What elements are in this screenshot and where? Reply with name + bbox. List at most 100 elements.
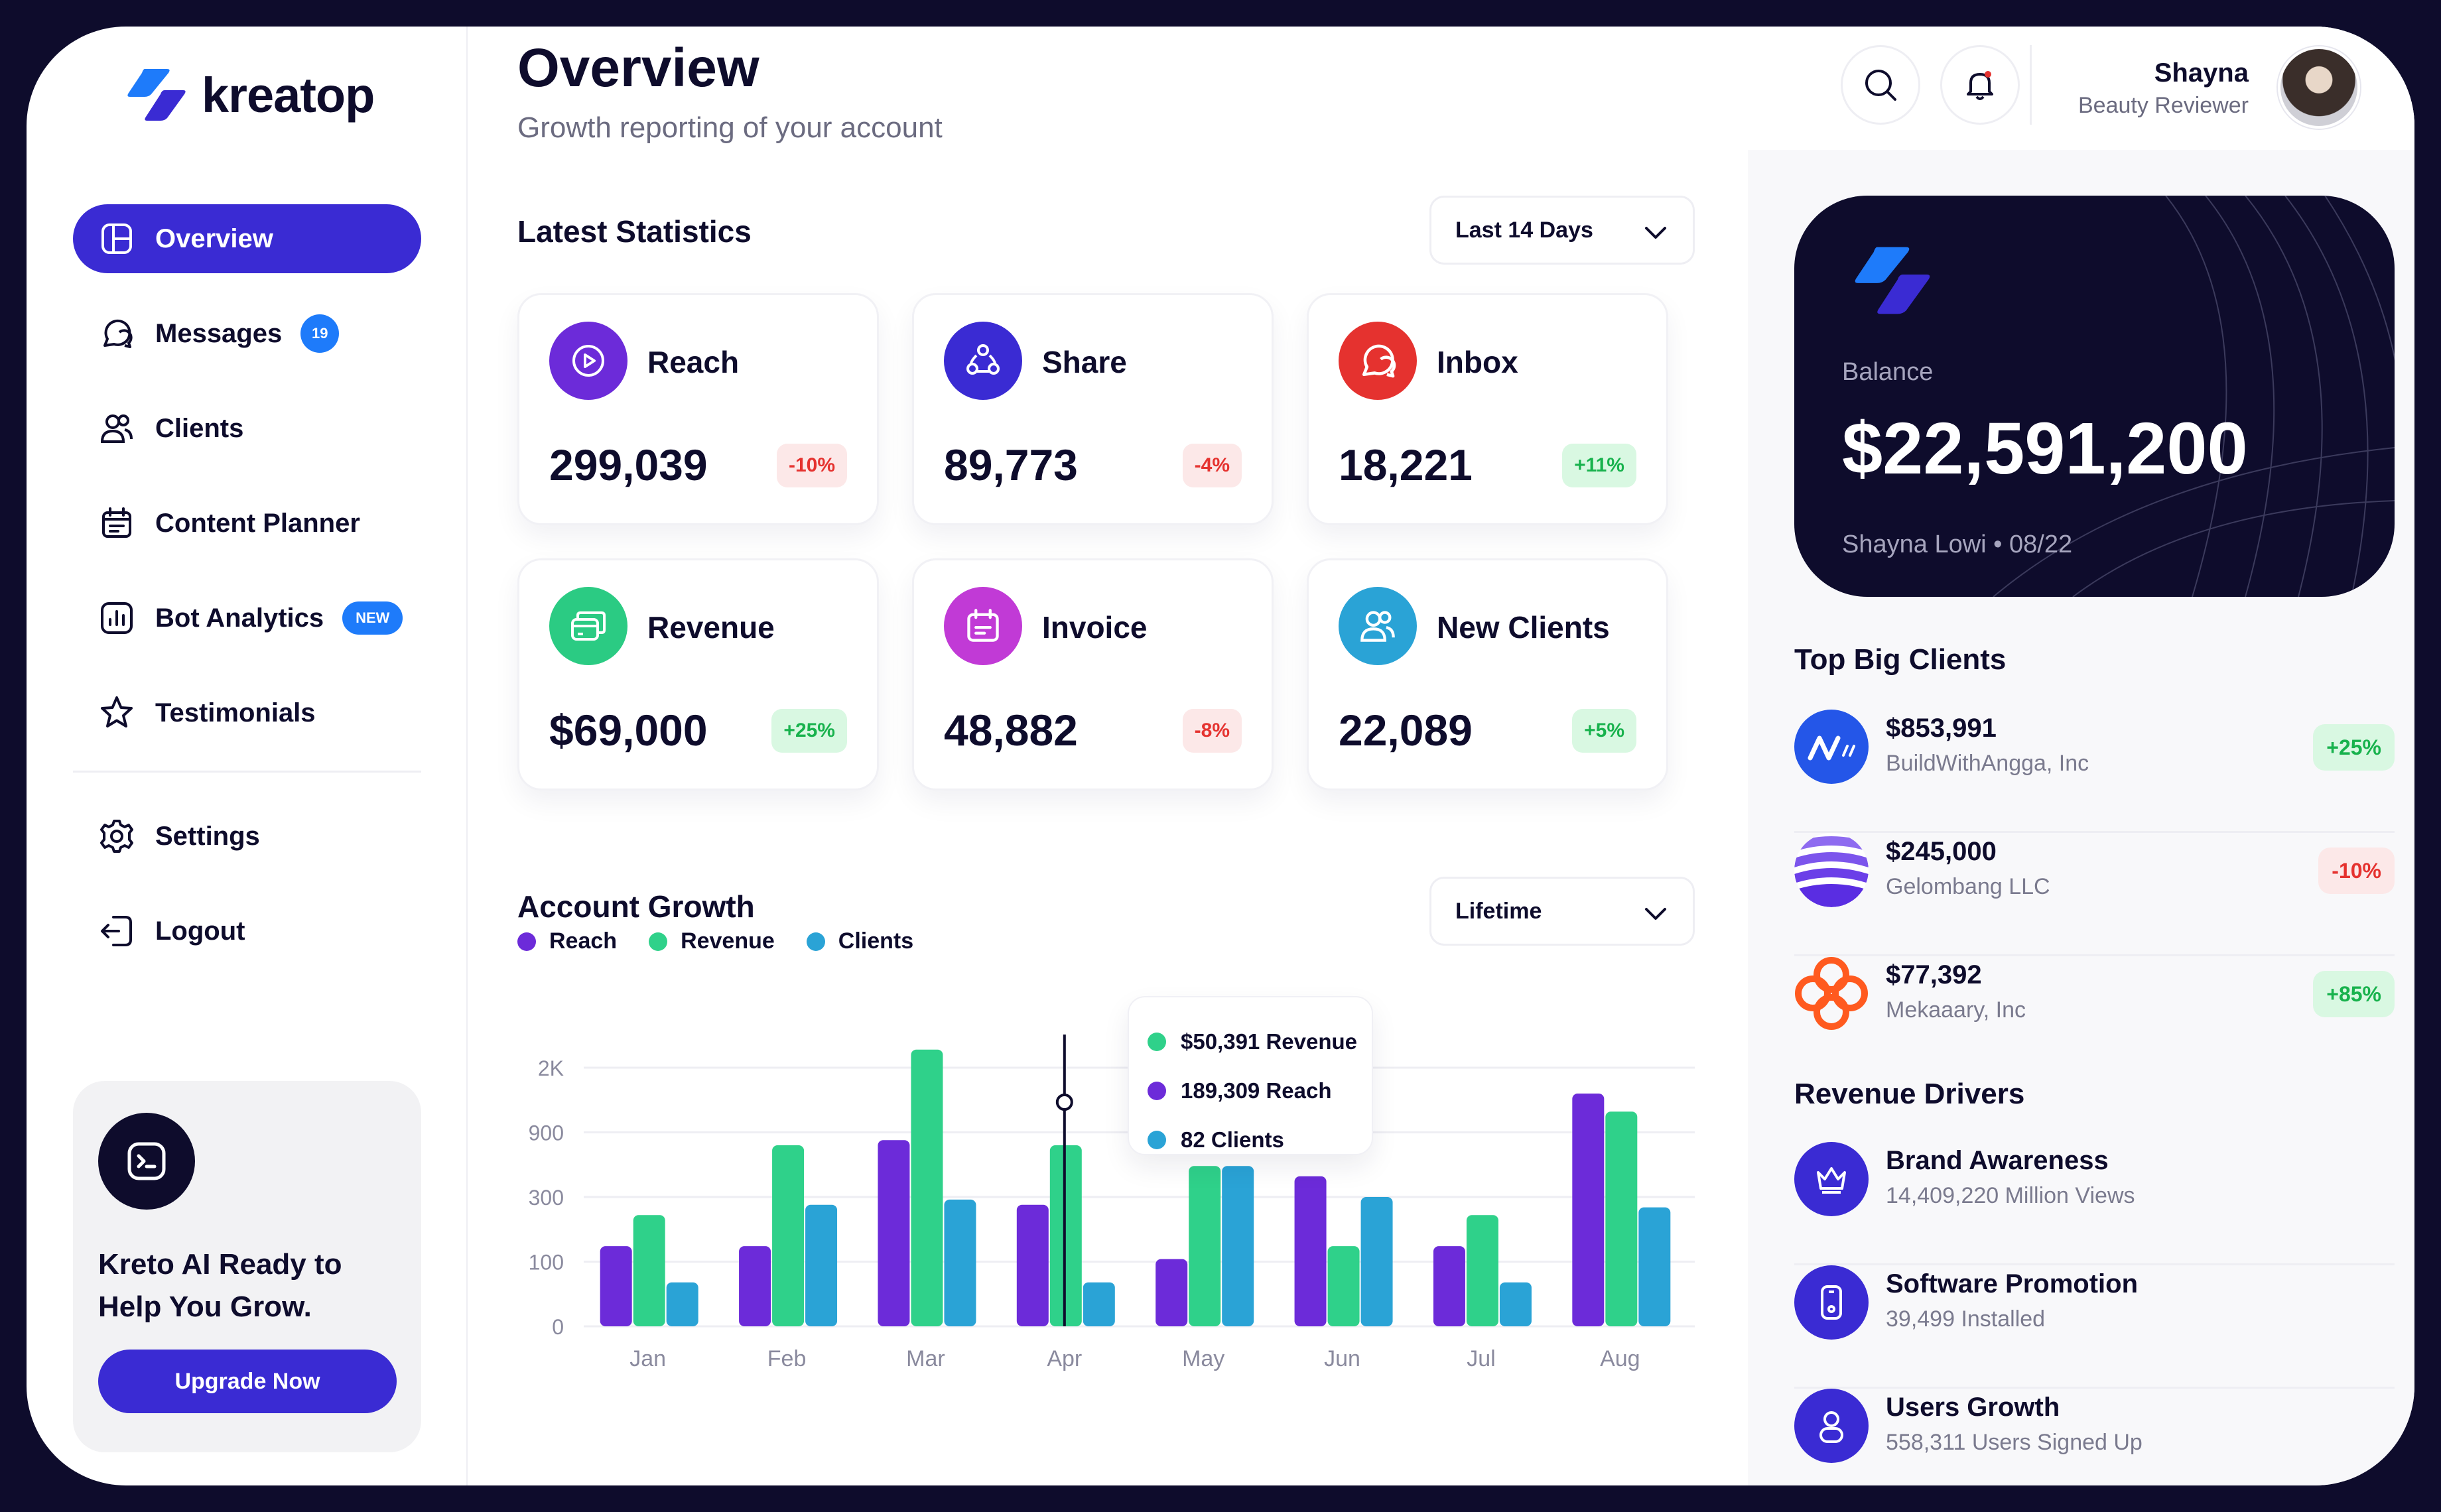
dropdown-value: Last 14 Days [1455, 217, 1593, 243]
driver-row[interactable]: Users Growth 558,311 Users Signed Up [1794, 1389, 2395, 1485]
x-tick-label: Jan [629, 1346, 666, 1371]
tooltip-dot [1148, 1082, 1166, 1100]
sidebar-item-label: Testimonials [155, 698, 316, 727]
balance-label: Balance [1842, 358, 1934, 386]
chat-icon [1339, 322, 1417, 400]
bar-clients [666, 1282, 698, 1326]
bar-revenue [633, 1215, 665, 1326]
phone-icon [1794, 1265, 1869, 1340]
avatar[interactable] [2278, 46, 2360, 129]
client-amount: $853,991 [1886, 714, 1997, 743]
sidebar-item-testimonials[interactable]: Testimonials [73, 678, 421, 747]
balance-card: Balance $22,591,200 Shayna Lowi • 08/22 [1794, 196, 2395, 597]
client-row[interactable]: $77,392 Mekaaary, Inc +85% [1794, 956, 2395, 1080]
upgrade-now-button[interactable]: Upgrade Now [98, 1350, 397, 1413]
new-badge: NEW [342, 601, 403, 635]
y-tick-label: 900 [529, 1121, 564, 1145]
client-change-badge: +25% [2313, 724, 2395, 771]
bar-revenue [772, 1145, 805, 1326]
user-icon [1794, 1389, 1869, 1463]
flower-logo-icon [1794, 956, 1869, 1031]
chevron-down-icon [1645, 227, 1666, 239]
notifications-button[interactable] [1940, 45, 2020, 125]
driver-row[interactable]: Brand Awareness 14,409,220 Million Views [1794, 1142, 2395, 1265]
search-button[interactable] [1841, 45, 1920, 125]
bar-reach [600, 1246, 632, 1326]
x-tick-label: Mar [906, 1346, 945, 1371]
analytics-icon [98, 599, 135, 637]
page-subtitle: Growth reporting of your account [517, 111, 943, 144]
sidebar-item-bot-analytics[interactable]: Bot Analytics NEW [73, 584, 421, 653]
stat-card-reach[interactable]: Reach 299,039 -10% [517, 293, 879, 525]
row-divider [1794, 1263, 2395, 1265]
stat-value: 89,773 [944, 440, 1078, 489]
stat-card-share[interactable]: Share 89,773 -4% [912, 293, 1274, 525]
stat-title: Invoice [1042, 610, 1148, 645]
legend-label: Revenue [681, 928, 775, 954]
sidebar-item-label: Content Planner [155, 508, 360, 538]
stat-card-new-clients[interactable]: New Clients 22,089 +5% [1307, 558, 1668, 790]
stat-value: 22,089 [1339, 706, 1473, 755]
client-change-badge: -10% [2318, 848, 2395, 894]
stat-change-badge: +11% [1562, 444, 1636, 487]
main-content: Overview Growth reporting of your accoun… [468, 27, 1748, 1485]
bar-revenue [1327, 1246, 1360, 1326]
crown-icon [1794, 1142, 1869, 1216]
client-name: Gelombang LLC [1886, 874, 2050, 899]
client-name: Mekaaary, Inc [1886, 997, 2026, 1023]
bar-revenue [911, 1049, 943, 1326]
wave-logo-icon [1794, 710, 1869, 784]
client-row[interactable]: $245,000 Gelombang LLC -10% [1794, 833, 2395, 956]
stat-value: 48,882 [944, 706, 1078, 755]
promo-title: Kreto AI Ready to Help You Grow. [98, 1248, 342, 1323]
account-growth-chart[interactable]: 2K 900 300 100 0 Jan Feb Mar Apr May Jun Jul Aug [468, 1008, 1748, 1379]
stat-change-badge: +25% [771, 709, 847, 753]
bar-clients [1083, 1282, 1115, 1326]
stat-card-invoice[interactable]: Invoice 48,882 -8% [912, 558, 1274, 790]
bar-revenue [1605, 1111, 1638, 1326]
legend-label: Clients [838, 928, 914, 954]
legend-item-revenue: Revenue [649, 928, 775, 954]
driver-subtitle: 14,409,220 Million Views [1886, 1183, 2135, 1208]
bar-revenue [1189, 1166, 1221, 1326]
sidebar-item-messages[interactable]: Messages 19 [73, 299, 421, 368]
hover-point [1055, 1094, 1073, 1111]
sidebar-item-clients[interactable]: Clients [73, 394, 421, 463]
sidebar-item-settings[interactable]: Settings [73, 802, 421, 871]
client-row[interactable]: $853,991 BuildWithAngga, Inc +25% [1794, 710, 2395, 833]
bar-clients [1499, 1282, 1532, 1326]
legend-label: Reach [549, 928, 618, 954]
gear-icon [98, 818, 135, 855]
sidebar-item-logout[interactable]: Logout [73, 897, 421, 966]
revenue-drivers-title: Revenue Drivers [1794, 1078, 2025, 1110]
sidebar-item-content-planner[interactable]: Content Planner [73, 489, 421, 558]
stat-title: New Clients [1437, 610, 1610, 645]
tooltip-dot [1148, 1033, 1166, 1051]
cards-icon [549, 587, 627, 665]
brand-logo[interactable]: kreatop [125, 66, 375, 123]
stat-card-revenue[interactable]: Revenue $69,000 +25% [517, 558, 879, 790]
legend-dot [517, 932, 536, 951]
sidebar: kreatop Overview Messages 19 Client [27, 27, 468, 1485]
bar-clients [1360, 1197, 1393, 1326]
row-divider [1794, 1387, 2395, 1389]
sidebar-item-overview[interactable]: Overview [73, 204, 421, 273]
stats-range-dropdown[interactable]: Last 14 Days [1429, 196, 1695, 265]
stat-change-badge: +5% [1572, 709, 1636, 753]
stat-card-inbox[interactable]: Inbox 18,221 +11% [1307, 293, 1668, 525]
stripes-logo-icon [1794, 833, 1869, 907]
driver-title: Software Promotion [1886, 1269, 2139, 1298]
stat-change-badge: -10% [776, 444, 847, 487]
bell-icon [1967, 71, 1993, 100]
stat-value: 299,039 [549, 440, 708, 489]
growth-range-dropdown[interactable]: Lifetime [1429, 877, 1695, 946]
driver-row[interactable]: Software Promotion 39,499 Installed [1794, 1265, 2395, 1389]
star-icon [98, 694, 135, 731]
latest-statistics-title: Latest Statistics [517, 214, 752, 249]
sidebar-item-label: Settings [155, 821, 260, 851]
chevron-down-icon [1645, 908, 1666, 920]
card-owner: Shayna Lowi • 08/22 [1842, 531, 2073, 558]
legend-dot [806, 932, 825, 951]
sidebar-item-label: Clients [155, 413, 244, 443]
bar-clients [1638, 1207, 1671, 1326]
